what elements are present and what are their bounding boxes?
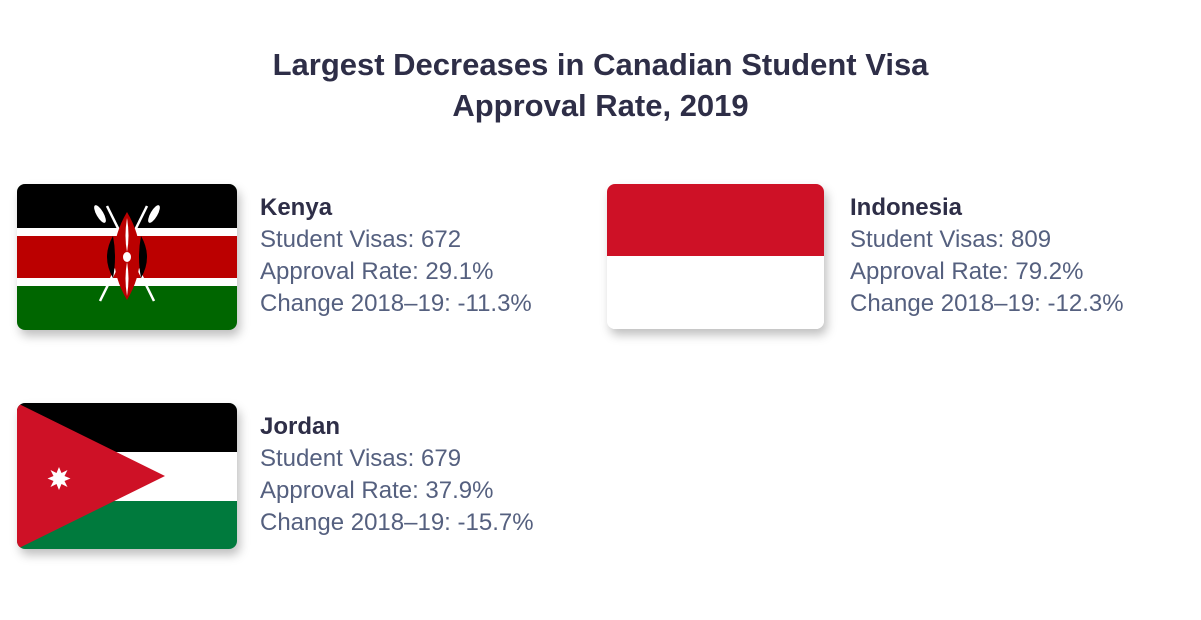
student-visas: Student Visas: 809 xyxy=(850,226,1052,253)
country-name: Kenya xyxy=(260,194,333,221)
student-visas: Student Visas: 672 xyxy=(260,226,462,253)
country-name: Jordan xyxy=(260,413,341,440)
approval-rate: Approval Rate: 37.9% xyxy=(260,477,494,504)
jordan-flag-icon xyxy=(17,403,237,549)
change: Change 2018–19: -15.7% xyxy=(260,509,534,536)
change: Change 2018–19: -12.3% xyxy=(850,290,1124,317)
kenya-flag-icon xyxy=(17,184,237,330)
approval-rate: Approval Rate: 79.2% xyxy=(850,258,1084,285)
page-title: Largest Decreases in Canadian Student Vi… xyxy=(0,44,1201,126)
title-line-1: Largest Decreases in Canadian Student Vi… xyxy=(272,47,929,82)
indonesia-flag-icon xyxy=(607,184,824,329)
change: Change 2018–19: -11.3% xyxy=(260,290,532,317)
student-visas: Student Visas: 679 xyxy=(260,445,462,472)
country-name: Indonesia xyxy=(850,194,963,221)
title-line-2: Approval Rate, 2019 xyxy=(452,88,749,123)
approval-rate: Approval Rate: 29.1% xyxy=(260,258,494,285)
